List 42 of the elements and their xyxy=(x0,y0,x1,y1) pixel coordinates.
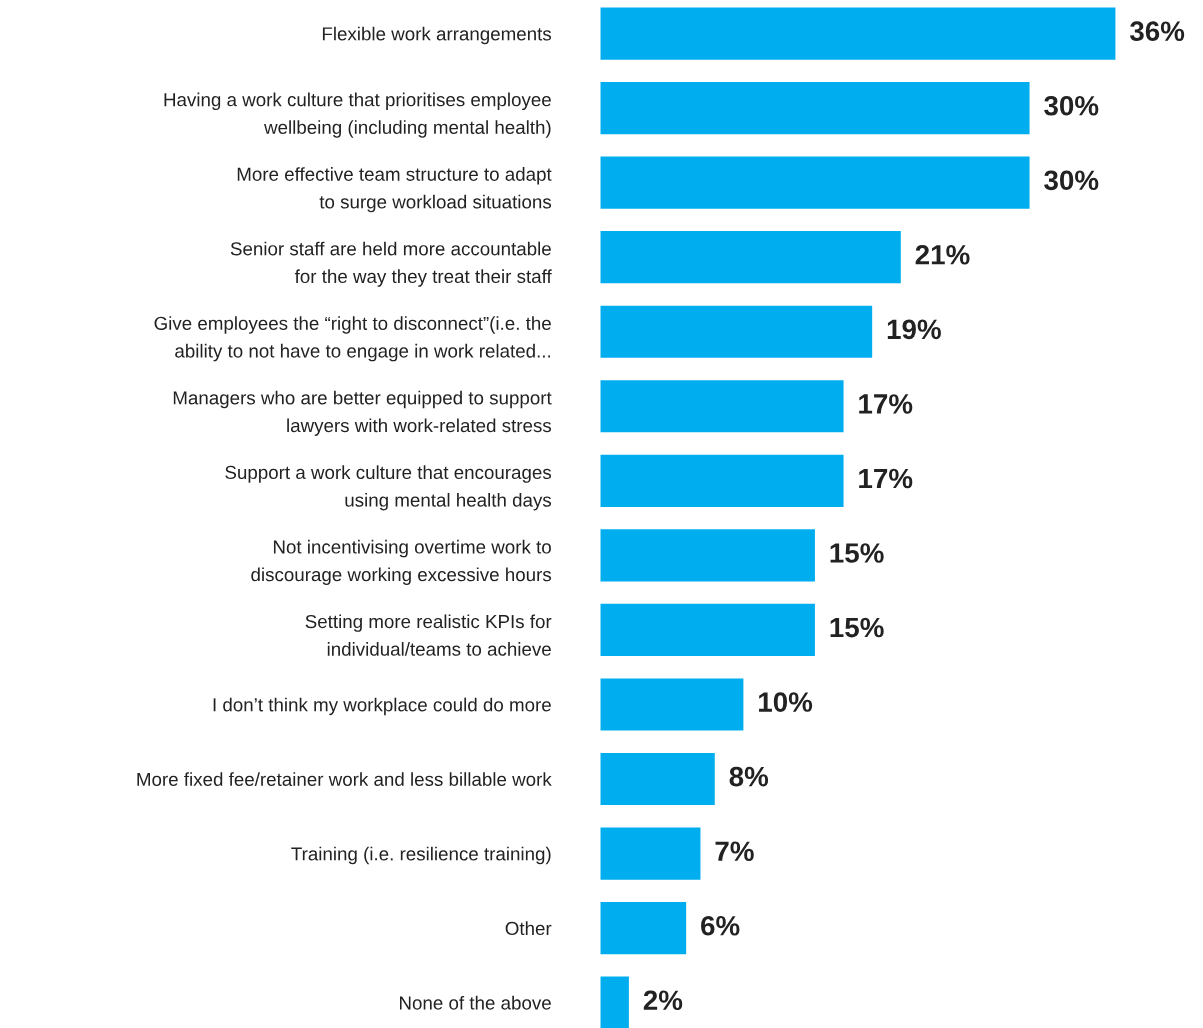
bar xyxy=(600,380,844,433)
data-label: 30% xyxy=(1044,95,1099,116)
y-tick-label: None of the above xyxy=(400,995,551,1010)
y-tick-label: I don’t think my workplace could do more xyxy=(213,697,551,716)
bar xyxy=(600,603,815,657)
y-tick-label: Senior staff are held more accountable for the way they treat their staff xyxy=(230,241,552,287)
bar xyxy=(600,976,629,1028)
data-label: 8% xyxy=(729,766,769,787)
data-label: 30% xyxy=(1044,170,1099,191)
bar xyxy=(600,7,1116,60)
bar xyxy=(600,752,715,806)
bar xyxy=(600,82,1030,135)
data-label: 2% xyxy=(643,990,683,1011)
data-label: 21% xyxy=(915,244,970,265)
y-tick-label: Give employees the “right to disconnect”(i.e. the ability to not have to engage in work related... xyxy=(154,316,551,362)
data-label: 6% xyxy=(701,915,740,936)
y-tick-label: More fixed fee/retainer work and less billable work xyxy=(137,772,552,786)
bar xyxy=(600,902,687,955)
y-tick-label: Not incentivising overtime work to discourage working excessive hours xyxy=(251,539,552,585)
bar xyxy=(600,305,873,358)
bar xyxy=(600,454,844,507)
y-tick-label: Support a work culture that encourages using mental health days xyxy=(225,465,552,511)
y-tick-label: More effective team structure to adapt to surge workload situations xyxy=(237,167,552,213)
data-label: 15% xyxy=(830,543,884,563)
y-tick-label: Flexible work arrangements xyxy=(322,26,552,45)
data-label: 10% xyxy=(759,692,813,712)
data-label: 17% xyxy=(859,394,913,414)
bar xyxy=(600,231,901,284)
bar xyxy=(600,156,1030,209)
bar xyxy=(600,827,701,880)
y-tick-label: Managers who are better equipped to support lawyers with work-related stress xyxy=(173,390,552,436)
data-label: 17% xyxy=(859,468,913,489)
data-label: 19% xyxy=(887,319,941,340)
y-tick-label: Having a work culture that prioritises employee wellbeing (including mental health) xyxy=(164,92,551,138)
data-label: 7% xyxy=(715,841,754,861)
bar xyxy=(600,529,815,582)
data-label: 15% xyxy=(830,617,884,638)
bar xyxy=(600,678,744,731)
y-tick-label: Training (i.e. resilience training) xyxy=(291,846,551,865)
y-tick-label: Setting more realistic KPIs for individual/teams to achieve xyxy=(305,614,552,656)
data-label: 36% xyxy=(1129,21,1185,42)
y-tick-label: Other xyxy=(505,921,552,936)
